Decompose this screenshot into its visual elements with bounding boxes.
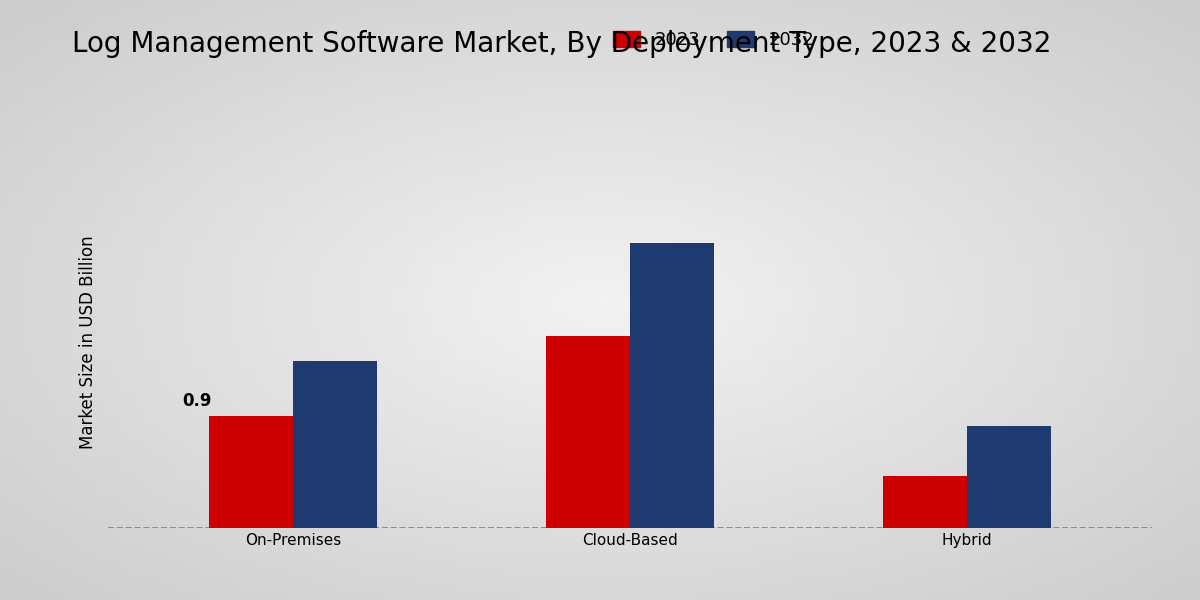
Bar — [546, 336, 630, 528]
Bar — [630, 243, 714, 528]
Legend: 2023, 2032: 2023, 2032 — [606, 23, 822, 56]
Bar — [967, 427, 1051, 528]
Bar — [293, 361, 378, 528]
Text: 0.9: 0.9 — [182, 392, 212, 410]
Bar — [209, 416, 293, 528]
Bar — [882, 476, 967, 528]
Y-axis label: Market Size in USD Billion: Market Size in USD Billion — [79, 235, 97, 449]
Text: Log Management Software Market, By Deployment Type, 2023 & 2032: Log Management Software Market, By Deplo… — [72, 30, 1051, 58]
